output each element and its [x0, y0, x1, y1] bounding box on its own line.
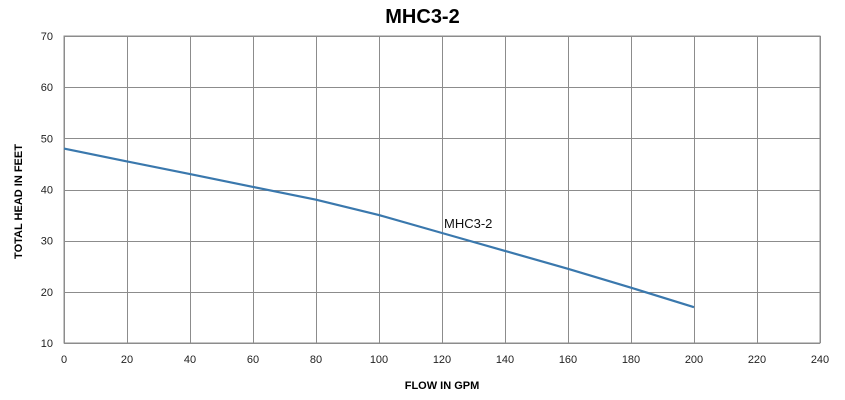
y-axis-label: TOTAL HEAD IN FEET	[13, 144, 25, 259]
series-line	[63, 147, 695, 309]
y-tick-label: 40	[41, 185, 53, 197]
x-tick-label: 120	[433, 354, 451, 366]
series-layer: MHC3-2	[63, 147, 695, 309]
y-tick-label: 10	[41, 338, 53, 350]
x-tick-label: 220	[748, 354, 766, 366]
x-tick-label: 180	[622, 354, 640, 366]
y-tick-label: 20	[41, 287, 53, 299]
grid	[63, 35, 821, 344]
x-tick-label: 140	[496, 354, 514, 366]
x-tick-label: 20	[121, 354, 133, 366]
series-label: MHC3-2	[444, 216, 492, 231]
x-tick-label: 0	[61, 354, 67, 366]
x-tick-label: 60	[247, 354, 259, 366]
x-tick-label: 240	[811, 354, 829, 366]
x-tick-label: 200	[685, 354, 703, 366]
y-tick-label: 70	[41, 31, 53, 43]
x-tick-label: 80	[310, 354, 322, 366]
y-tick-label: 50	[41, 133, 53, 145]
x-tick-label: 40	[184, 354, 196, 366]
tick-labels: 0 20 40 60 80 100 120 140 160 180 200 220 240 10 20 30 4…	[41, 31, 829, 366]
y-tick-label: 30	[41, 236, 53, 248]
x-tick-label: 100	[370, 354, 388, 366]
x-tick-label: 160	[559, 354, 577, 366]
y-tick-label: 60	[41, 82, 53, 94]
x-axis-label: FLOW IN GPM	[405, 380, 480, 392]
chart-title: MHC3-2	[385, 6, 460, 28]
